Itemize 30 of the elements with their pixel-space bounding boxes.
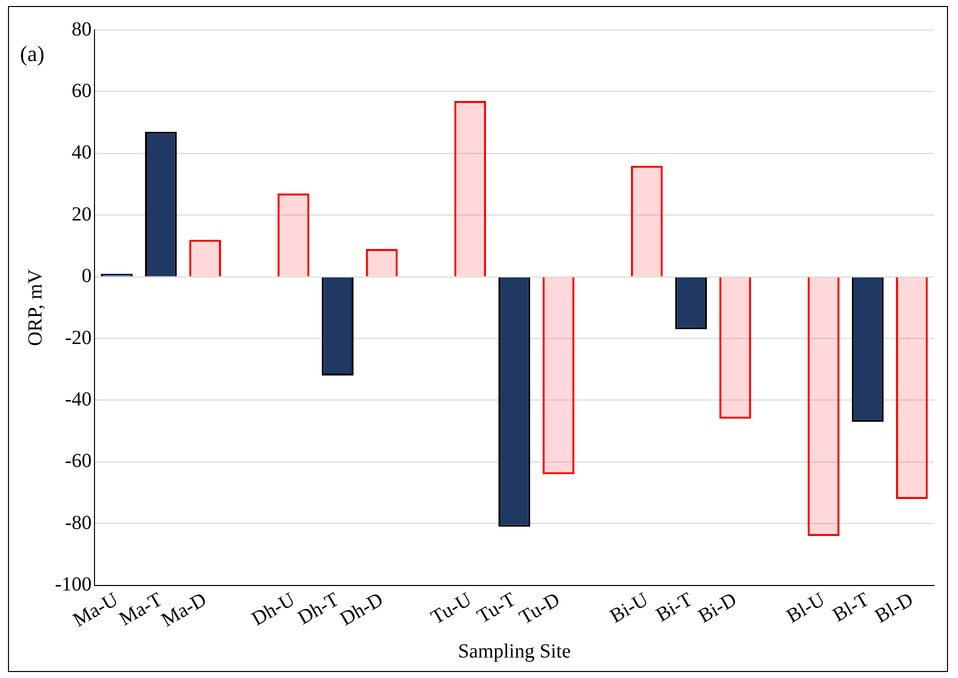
y-tick-label: 40: [72, 142, 92, 164]
x-tick-label: Bi-T: [652, 588, 696, 626]
bar: [896, 277, 928, 499]
bar: [542, 277, 574, 474]
y-tick-label: 0: [82, 265, 92, 288]
bar: [630, 166, 663, 276]
bar: [808, 277, 840, 536]
y-axis-title: ORP, mV: [24, 268, 46, 346]
x-tick-label: Bi-U: [606, 588, 652, 628]
x-tick-label: Bl-D: [871, 588, 918, 628]
y-tick-label: -20: [64, 326, 92, 349]
y-tick-label: 20: [72, 203, 92, 226]
y-tick-label: -80: [64, 512, 92, 534]
bar: [454, 100, 486, 276]
bar: [189, 240, 222, 276]
y-tick-label: -40: [64, 388, 92, 410]
x-tick-label: Dh-D: [336, 588, 387, 630]
x-tick-label: Bl-U: [783, 588, 830, 628]
x-tick-label: Bl-T: [829, 588, 873, 626]
text: (a): [20, 40, 44, 66]
y-tick-label: 80: [72, 18, 92, 40]
x-axis-title: Sampling Site: [458, 640, 571, 662]
y-tick-label: -100: [54, 574, 92, 596]
y-tick-label: -60: [64, 450, 92, 472]
x-tick-label: Bi-D: [694, 588, 740, 628]
y-tick-label: 60: [72, 80, 92, 102]
bar: [366, 249, 398, 276]
bar: [719, 277, 752, 419]
bar: [278, 194, 310, 276]
x-tick-label: Tu-U: [427, 588, 476, 629]
